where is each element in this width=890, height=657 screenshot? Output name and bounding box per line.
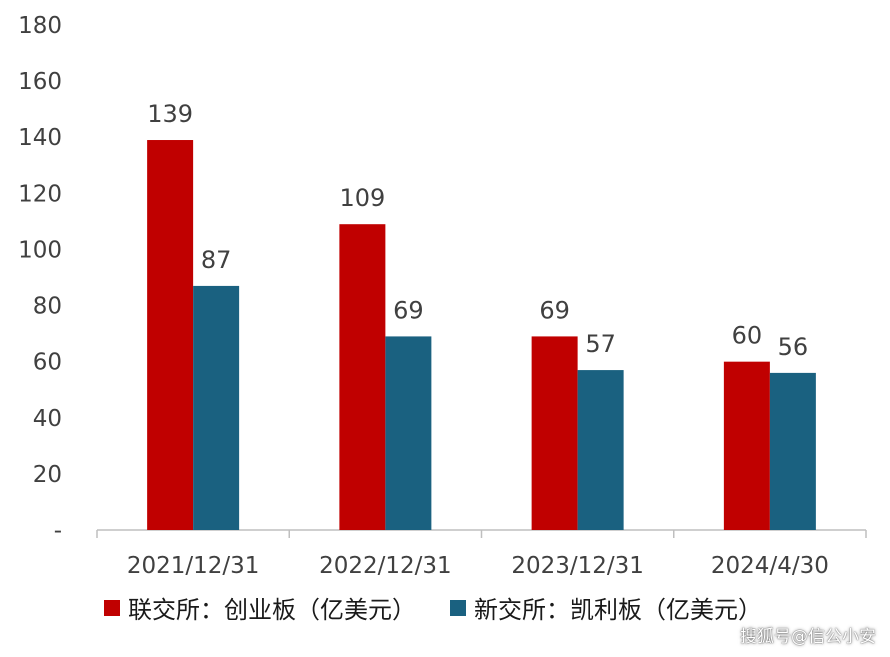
y-tick-label: 80 (33, 294, 62, 320)
data-label: 109 (339, 184, 385, 212)
legend-item-series-2: 新交所：凯利板（亿美元） (450, 590, 762, 625)
data-label: 56 (778, 333, 809, 361)
bar-series-2 (385, 336, 432, 530)
y-tick-label: 20 (33, 462, 62, 488)
x-tick-label: 2022/12/31 (319, 553, 452, 579)
legend: 联交所：创业板（亿美元） 新交所：凯利板（亿美元） (104, 590, 796, 625)
bar-series-2 (769, 372, 816, 530)
y-tick-label: 100 (18, 237, 62, 263)
y-tick-label: 160 (18, 69, 62, 95)
bar-series-1 (339, 224, 386, 530)
data-labels: 139 87 109 69 69 57 60 56 (147, 100, 808, 361)
bar-chart: - 20 40 60 80 100 120 140 160 180 2021/12/31 2022/… (18, 13, 867, 579)
x-tick-label: 2021/12/31 (127, 553, 260, 579)
data-label: 60 (732, 322, 763, 350)
y-tick-label: 40 (33, 406, 62, 432)
bar-series-1 (147, 140, 194, 530)
data-label: 57 (585, 330, 616, 358)
data-label: 87 (201, 246, 232, 274)
y-tick-label: 140 (18, 125, 62, 151)
legend-swatch-series-1 (104, 599, 120, 616)
legend-item-series-1: 联交所：创业板（亿美元） (104, 590, 416, 625)
bars (147, 140, 816, 530)
legend-label-series-1: 联交所：创业板（亿美元） (128, 596, 416, 624)
watermark: 搜狐号@信公小安 (740, 627, 876, 647)
y-tick-label: 120 (18, 181, 62, 207)
legend-swatch-series-2 (450, 599, 466, 616)
bar-series-2 (193, 285, 240, 530)
bar-series-1 (723, 361, 770, 530)
data-label: 139 (147, 100, 193, 128)
bar-series-2 (577, 370, 624, 530)
bar-series-1 (531, 336, 578, 530)
y-tick-label: - (54, 518, 62, 544)
x-tick-label: 2024/4/30 (711, 553, 829, 579)
y-axis: - 20 40 60 80 100 120 140 160 180 (18, 13, 62, 544)
x-axis: 2021/12/31 2022/12/31 2023/12/31 2024/4/30 (96, 529, 867, 579)
y-tick-label: 60 (33, 350, 62, 376)
legend-label-series-2: 新交所：凯利板（亿美元） (474, 596, 762, 624)
data-label: 69 (539, 296, 570, 324)
y-tick-label: 180 (18, 13, 62, 39)
x-tick-label: 2023/12/31 (511, 553, 644, 579)
data-label: 69 (393, 296, 424, 324)
